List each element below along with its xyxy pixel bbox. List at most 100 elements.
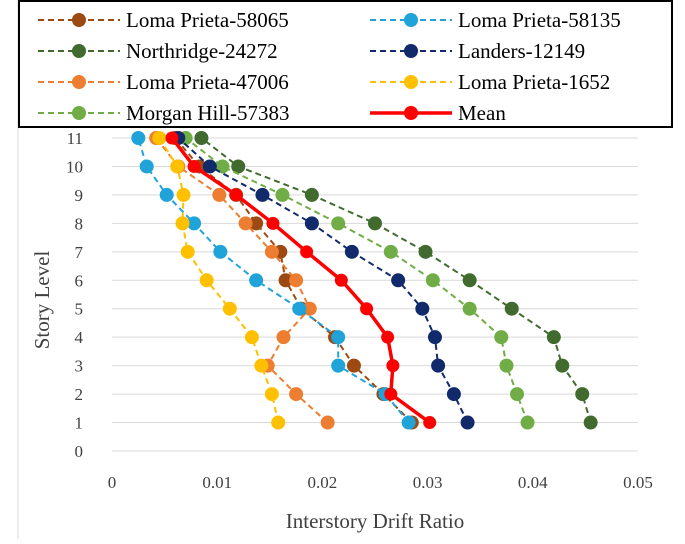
y-tick-label: 11 — [67, 129, 83, 148]
data-point — [304, 216, 319, 231]
legend-marker — [72, 75, 86, 89]
legend-item: Morgan Hill-57383 — [38, 101, 290, 125]
legend-marker — [72, 106, 86, 120]
data-point — [427, 330, 442, 345]
data-point — [331, 216, 346, 231]
data-point — [494, 330, 509, 345]
data-point — [249, 273, 264, 288]
data-point — [504, 301, 519, 316]
data-point — [238, 216, 253, 231]
series-loma-prieta-1652 — [152, 131, 286, 430]
data-point — [344, 244, 359, 259]
legend-box — [18, 0, 673, 128]
data-point — [202, 159, 217, 174]
x-tick-label: 0.02 — [308, 473, 338, 492]
series-loma-prieta-58135 — [131, 131, 416, 430]
axes: 0 1 2 3 4 5 6 7 8 9 10 11 0 0.01 0.02 0.03 0.04 0.05 — [66, 129, 653, 492]
data-point — [194, 131, 209, 145]
data-point — [264, 244, 279, 259]
data-point — [418, 244, 433, 259]
data-point — [159, 187, 174, 202]
legend: Loma Prieta-58065 Loma Prieta-58135 Northr… — [18, 0, 673, 128]
data-point — [131, 131, 146, 145]
data-point — [276, 330, 291, 345]
y-tick-label: 2 — [75, 385, 84, 404]
legend-label: Loma Prieta-47006 — [126, 70, 289, 94]
data-point — [368, 216, 382, 231]
data-point — [289, 273, 304, 288]
data-point — [331, 358, 346, 373]
data-point — [170, 159, 185, 174]
y-tick-label: 1 — [75, 414, 84, 433]
data-point — [383, 244, 398, 259]
series-group — [131, 131, 598, 430]
legend-item: Loma Prieta-58135 — [370, 8, 621, 32]
data-point — [346, 358, 361, 373]
legend-marker — [72, 13, 86, 27]
y-tick-label: 3 — [75, 357, 84, 376]
data-point — [176, 187, 191, 202]
data-point — [446, 387, 461, 402]
data-point — [175, 216, 190, 231]
data-point — [187, 216, 202, 231]
data-point — [386, 359, 400, 373]
legend-label: Loma Prieta-1652 — [458, 70, 610, 94]
legend-item: Landers-12149 — [370, 39, 585, 63]
data-point — [425, 273, 440, 288]
legend-label: Landers-12149 — [458, 39, 585, 63]
data-point — [187, 159, 201, 173]
legend-marker — [72, 44, 86, 58]
legend-item: Loma Prieta-47006 — [38, 70, 289, 94]
legend-marker — [404, 44, 418, 58]
data-point — [401, 415, 416, 430]
y-tick-label: 10 — [66, 157, 83, 176]
legend-label: Northridge-24272 — [126, 39, 278, 63]
y-axis-title: Story Level — [30, 251, 54, 350]
x-tick-label: 0.04 — [518, 473, 548, 492]
legend-label: Mean — [458, 101, 506, 125]
legend-marker — [404, 106, 418, 120]
x-tick-label: 0.01 — [202, 473, 232, 492]
data-point — [431, 358, 446, 373]
legend-item: Loma Prieta-58065 — [38, 8, 289, 32]
data-point — [304, 187, 319, 202]
legend-label: Loma Prieta-58135 — [458, 8, 621, 32]
legend-marker — [404, 13, 418, 27]
x-tick-label: 0.03 — [413, 473, 443, 492]
data-point — [264, 387, 279, 402]
data-point — [271, 415, 286, 430]
legend-item: Northridge-24272 — [38, 39, 278, 63]
data-point — [165, 131, 179, 145]
series-landers-12149 — [171, 131, 475, 430]
legend-item: Mean — [370, 101, 506, 125]
y-tick-label: 0 — [75, 442, 84, 461]
legend-item: Loma Prieta-1652 — [370, 70, 610, 94]
legend-label: Morgan Hill-57383 — [126, 101, 290, 125]
data-point — [331, 330, 346, 345]
data-point — [231, 159, 246, 174]
data-point — [462, 301, 477, 316]
data-point — [520, 415, 535, 430]
data-point — [229, 188, 243, 202]
data-point — [583, 415, 598, 430]
data-point — [384, 387, 398, 401]
data-point — [360, 302, 374, 316]
data-point — [546, 330, 561, 345]
data-point — [300, 245, 314, 259]
data-point — [555, 358, 570, 373]
data-point — [423, 416, 437, 430]
series-mean — [165, 131, 437, 430]
data-point — [334, 273, 348, 287]
series-northridge-24272 — [194, 131, 598, 430]
data-point — [212, 187, 227, 202]
series-line — [185, 137, 529, 423]
data-point — [255, 187, 270, 202]
data-point — [199, 273, 214, 288]
legend-label: Loma Prieta-58065 — [126, 8, 289, 32]
data-point — [180, 244, 195, 259]
data-point — [381, 330, 395, 344]
data-point — [213, 244, 228, 259]
data-point — [391, 273, 406, 288]
data-point — [289, 387, 304, 402]
